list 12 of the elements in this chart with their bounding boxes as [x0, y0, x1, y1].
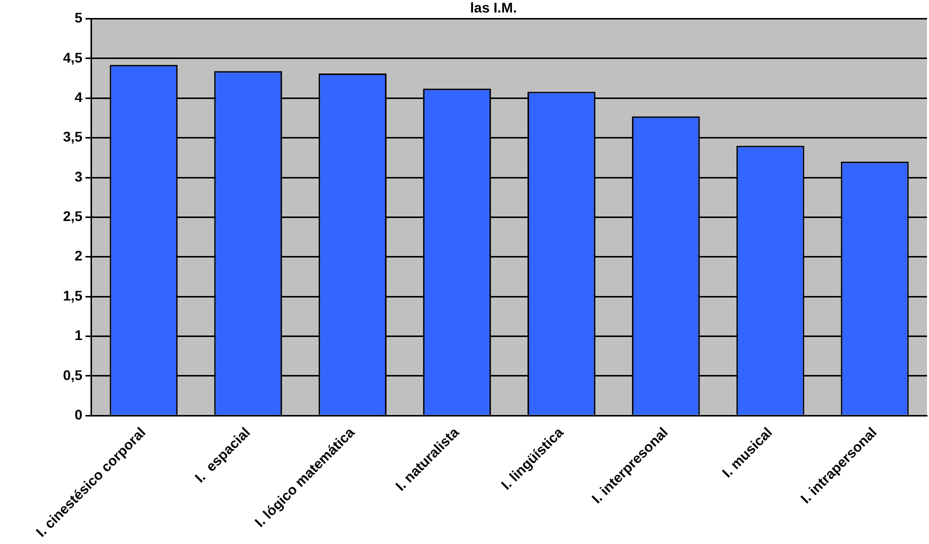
y-tick-label: 3,5 [62, 128, 83, 145]
y-tick-label: 1 [74, 327, 83, 344]
y-tick-label: 0 [74, 406, 83, 422]
y-tick-label: 5 [74, 10, 83, 26]
y-tick-label: 2 [74, 248, 83, 264]
y-tick-label: 2,5 [62, 208, 83, 224]
y-tick-label: 3 [74, 168, 83, 184]
y-tick-label: 4,5 [62, 49, 83, 66]
y-tick-label: 1,5 [62, 287, 83, 304]
y-tick-label: 4 [74, 89, 83, 106]
chart-title: las I.M. [470, 0, 517, 16]
y-tick-label: 0,5 [62, 366, 83, 383]
